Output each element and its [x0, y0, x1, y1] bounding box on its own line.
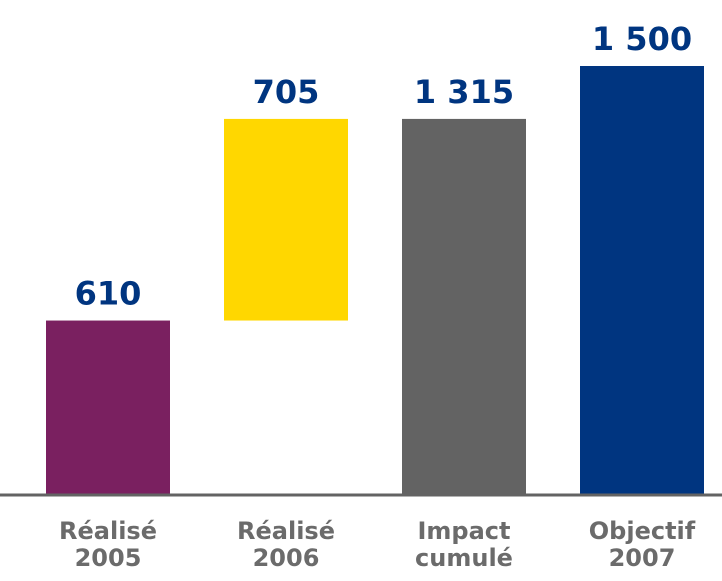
category-label-1-line-0: Réalisé	[237, 517, 335, 545]
category-label-0-line-0: Réalisé	[59, 517, 157, 545]
category-label-1-line-1: 2006	[253, 544, 320, 572]
bars-layer	[46, 66, 704, 495]
category-label-2-line-0: Impact	[417, 517, 510, 545]
value-label-3: 1 500	[592, 20, 692, 58]
category-label-0-line-1: 2005	[75, 544, 142, 572]
value-labels-layer: 610 705 1 315 1 500	[75, 20, 693, 313]
bar-1	[224, 118, 348, 321]
value-label-1: 705	[253, 73, 320, 111]
bar-3	[580, 66, 704, 495]
category-labels-layer: Réalisé2005Réalisé2006ImpactcumuléObject…	[59, 517, 696, 572]
value-label-0: 610	[75, 275, 142, 313]
category-label-3-line-1: 2007	[609, 544, 676, 572]
category-label-2-line-1: cumulé	[415, 544, 513, 572]
value-label-2: 1 315	[414, 73, 514, 111]
bar-0	[46, 320, 170, 495]
category-label-3-line-0: Objectif	[589, 517, 696, 545]
bar-2	[402, 118, 526, 495]
